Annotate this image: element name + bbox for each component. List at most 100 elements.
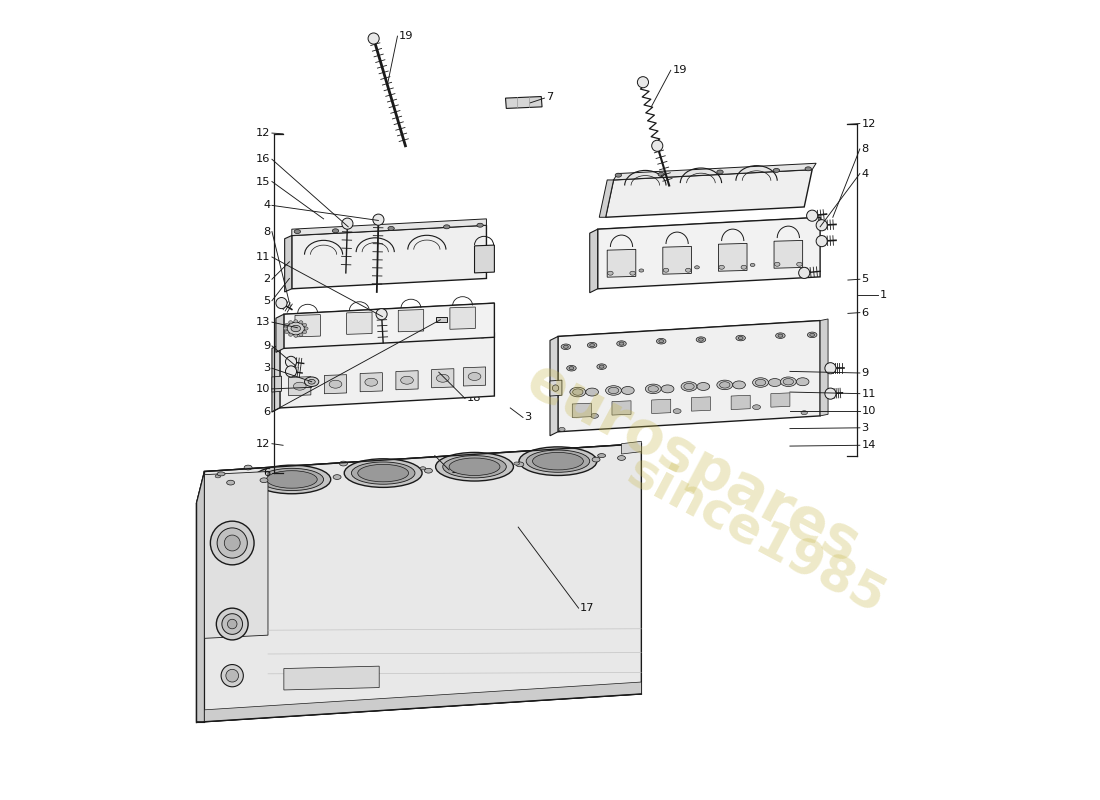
Polygon shape [396,370,418,390]
Ellipse shape [648,386,659,392]
Ellipse shape [573,389,583,395]
Polygon shape [324,374,346,394]
Text: 4: 4 [861,169,869,178]
Ellipse shape [217,608,249,640]
Ellipse shape [210,521,254,565]
Ellipse shape [615,173,622,177]
Text: 18: 18 [466,394,481,403]
Text: 6: 6 [263,468,271,478]
Polygon shape [288,377,311,396]
Circle shape [816,220,827,230]
Ellipse shape [285,330,289,334]
Text: 3: 3 [263,363,271,374]
Polygon shape [607,250,636,277]
Ellipse shape [563,345,569,348]
Ellipse shape [216,474,221,478]
Ellipse shape [294,334,298,338]
Ellipse shape [696,337,706,342]
Ellipse shape [658,172,664,176]
Ellipse shape [783,378,793,385]
Ellipse shape [717,170,723,174]
Ellipse shape [617,341,626,346]
Polygon shape [272,376,282,392]
Ellipse shape [437,374,449,382]
Polygon shape [205,471,268,638]
Ellipse shape [287,322,305,335]
Polygon shape [550,380,562,396]
Circle shape [651,140,663,151]
Polygon shape [205,444,641,722]
Ellipse shape [266,470,317,488]
Ellipse shape [566,366,576,371]
Polygon shape [692,397,711,411]
Ellipse shape [561,344,571,350]
Ellipse shape [344,458,422,487]
Ellipse shape [477,223,483,227]
Text: 17: 17 [580,603,595,613]
Text: 5: 5 [263,296,271,306]
Ellipse shape [299,333,303,336]
Polygon shape [431,369,454,388]
Text: 4: 4 [263,200,271,210]
Ellipse shape [694,266,700,269]
Ellipse shape [621,386,635,394]
Text: 19: 19 [673,66,688,75]
Ellipse shape [606,386,621,395]
Ellipse shape [329,380,342,388]
Ellipse shape [810,334,814,337]
Ellipse shape [400,376,414,384]
Polygon shape [450,307,475,330]
Ellipse shape [591,414,598,418]
Ellipse shape [717,380,733,390]
Ellipse shape [681,382,697,391]
Ellipse shape [756,379,766,386]
Ellipse shape [769,378,781,386]
Ellipse shape [698,338,703,342]
Text: since1985: since1985 [619,447,894,623]
Ellipse shape [425,468,432,473]
Ellipse shape [299,321,303,324]
Text: 7: 7 [546,91,553,102]
Ellipse shape [773,169,780,172]
Ellipse shape [284,327,287,330]
Ellipse shape [302,323,307,326]
Ellipse shape [750,263,755,266]
Polygon shape [463,367,486,386]
Text: 16: 16 [256,154,271,164]
Ellipse shape [288,321,293,324]
Polygon shape [279,333,494,408]
Ellipse shape [332,229,339,233]
Circle shape [816,235,827,246]
Polygon shape [398,310,424,332]
Polygon shape [558,321,821,352]
Polygon shape [621,442,641,454]
Ellipse shape [646,384,661,394]
Ellipse shape [752,378,769,387]
Ellipse shape [738,337,744,340]
Ellipse shape [801,410,807,414]
Circle shape [825,388,836,399]
Ellipse shape [228,619,236,629]
Ellipse shape [663,268,669,272]
Text: 10: 10 [256,384,271,394]
Polygon shape [506,97,542,109]
Text: 5: 5 [861,274,869,284]
Ellipse shape [796,262,802,266]
Ellipse shape [514,462,519,465]
Ellipse shape [590,343,594,346]
Ellipse shape [436,453,514,481]
Circle shape [276,298,287,309]
Ellipse shape [333,474,341,479]
Polygon shape [600,180,614,218]
Polygon shape [612,401,631,415]
Ellipse shape [294,230,300,234]
Ellipse shape [420,466,426,470]
Ellipse shape [780,377,796,386]
Ellipse shape [365,378,377,386]
Ellipse shape [673,409,681,414]
Text: 10: 10 [861,406,876,416]
Polygon shape [558,321,821,432]
Ellipse shape [283,344,289,347]
Polygon shape [346,312,372,334]
Ellipse shape [597,364,606,370]
